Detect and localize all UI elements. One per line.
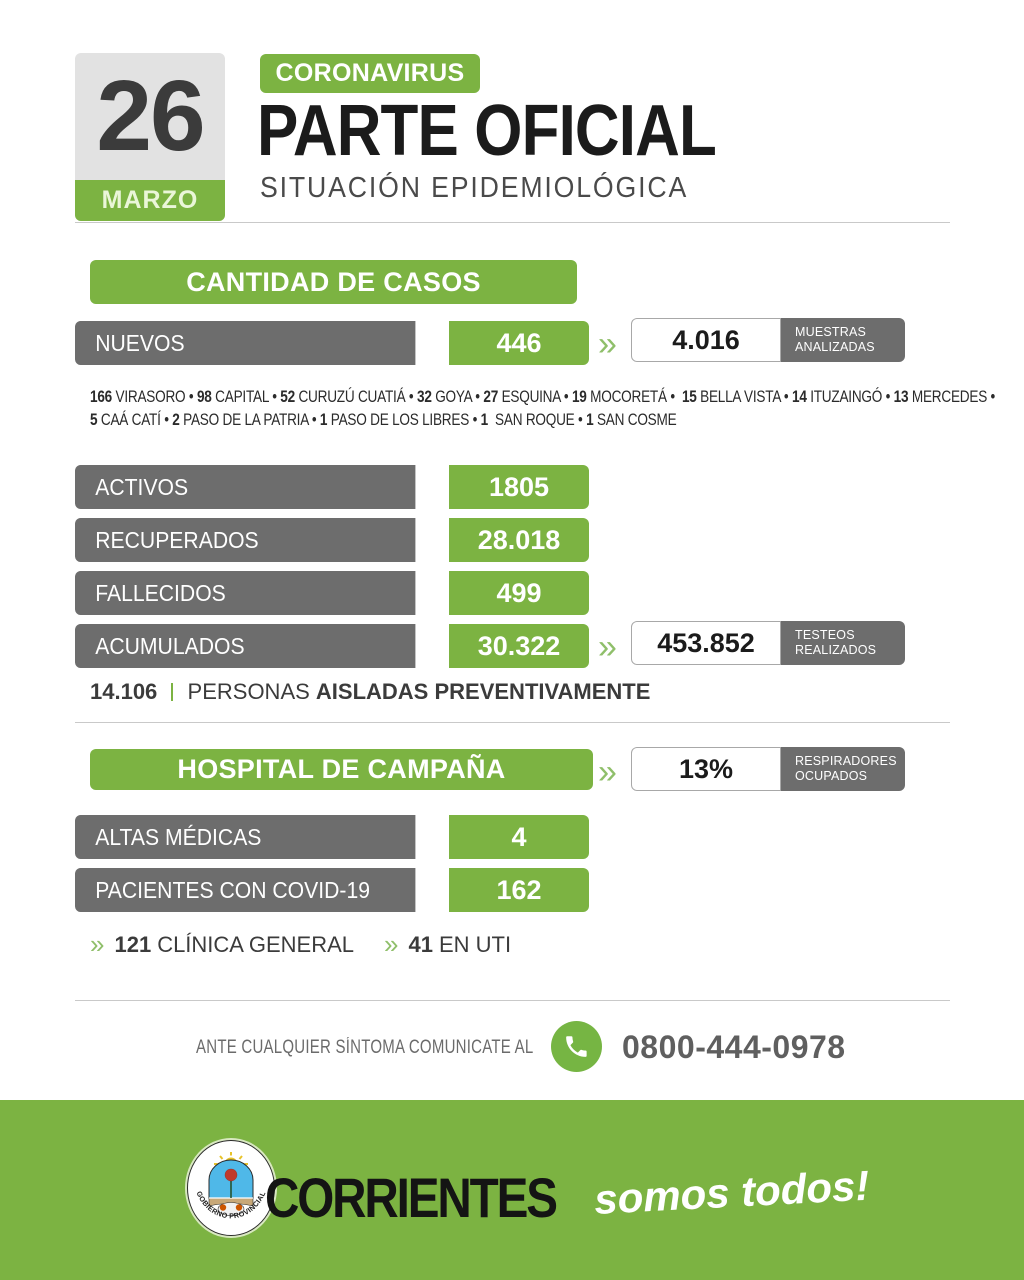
svg-text:somos todos!: somos todos! bbox=[593, 1162, 870, 1223]
